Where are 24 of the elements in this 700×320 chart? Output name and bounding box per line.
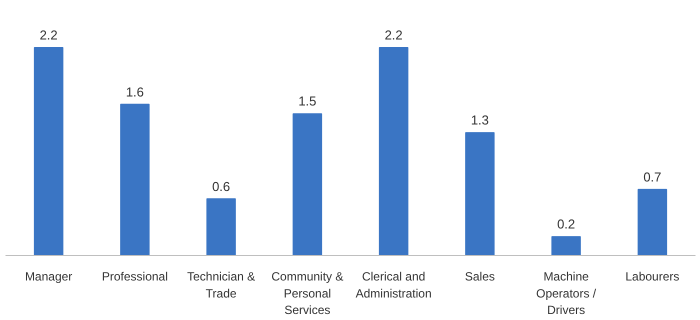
x-tick-label: Machine Operators / Drivers <box>536 270 597 318</box>
x-tick-label: Labourers <box>625 270 680 284</box>
data-label: 0.2 <box>557 216 576 232</box>
bar <box>638 188 668 256</box>
data-label: 0.7 <box>643 169 662 184</box>
x-tick-label: Community & Personal Services <box>271 270 344 318</box>
data-label: 2.2 <box>40 28 58 43</box>
bar <box>378 47 408 256</box>
x-tick-label: Technician & Trade <box>187 270 256 300</box>
data-label: 2.2 <box>384 28 403 43</box>
data-label: 1.3 <box>470 112 489 128</box>
bar <box>551 236 581 256</box>
bar <box>292 113 322 256</box>
bar <box>120 104 150 256</box>
data-label: 1.6 <box>126 84 144 100</box>
data-label: 0.6 <box>212 178 230 194</box>
x-tick-label: Clerical and Administration <box>356 270 432 300</box>
x-tick-label: Professional <box>102 270 168 284</box>
x-tick-label: Manager <box>24 270 72 284</box>
x-tick-label: Sales <box>464 270 495 284</box>
bar <box>34 47 64 256</box>
bar <box>465 132 495 256</box>
bar <box>206 198 236 256</box>
data-label: 1.5 <box>298 94 316 109</box>
